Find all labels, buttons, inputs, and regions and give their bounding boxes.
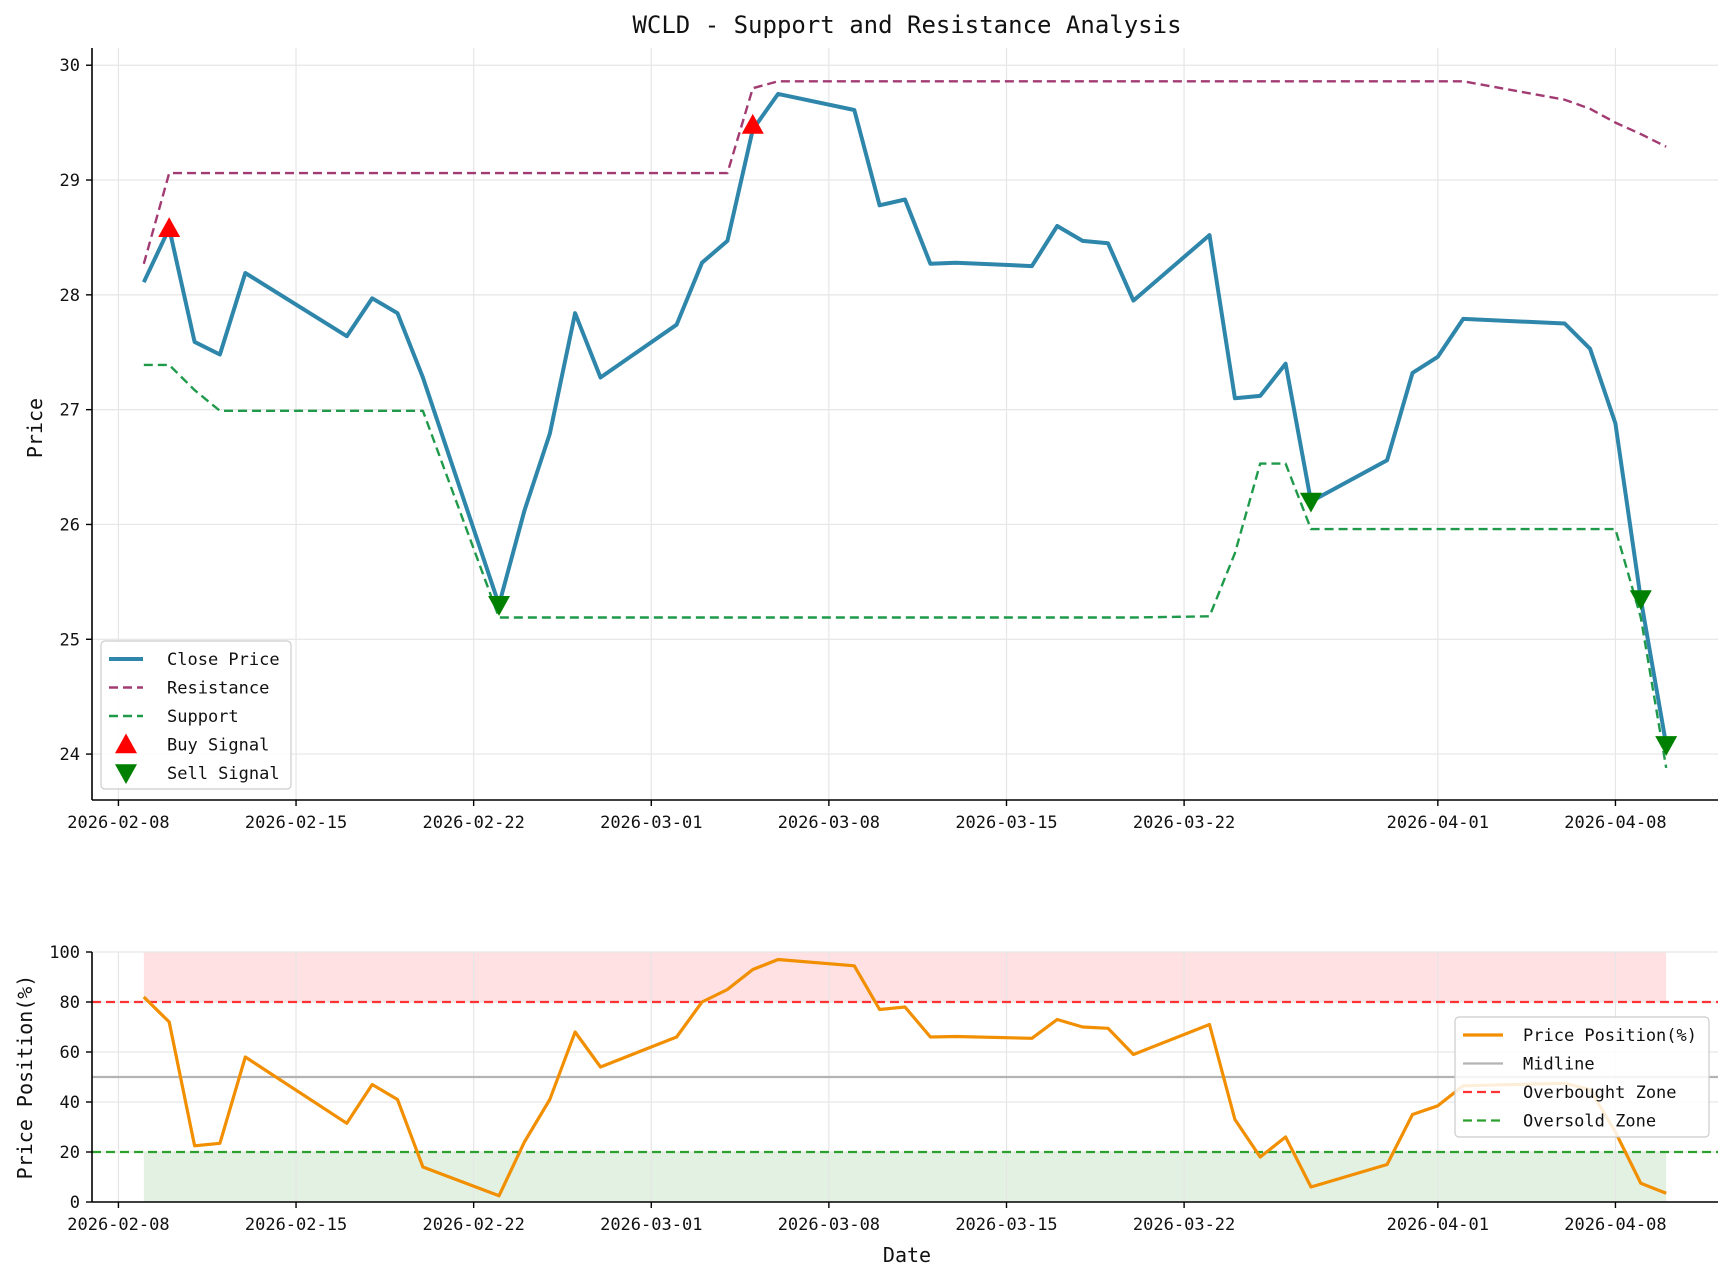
sell-signal-marker [488,596,511,616]
price-y-tick-label: 29 [60,171,80,191]
legend-swatch-buy [115,733,137,754]
price-legend-label: Support [167,707,239,727]
position-x-tick-label: 2026-04-08 [1564,1215,1666,1235]
price-x-tick-label: 2026-03-15 [955,813,1057,833]
position-x-tick-label: 2026-02-22 [422,1215,524,1235]
price-legend-label: Buy Signal [167,736,269,756]
price-x-tick-label: 2026-04-01 [1387,813,1489,833]
position-y-tick-label: 20 [60,1143,80,1163]
sell-signal-marker [1655,736,1678,756]
price-grid [92,48,1718,800]
sell-signal-marker [1299,492,1322,513]
position-series-lines [92,957,1718,1198]
price-x-tick-label: 2026-02-15 [245,813,347,833]
price-x-tick-label: 2026-04-08 [1564,813,1666,833]
price-y-tick-label: 27 [60,401,80,421]
price-x-tick-label: 2026-02-08 [67,813,169,833]
sell-signal-marker [1629,590,1652,611]
price-legend: Close Price Resistance Support Buy Signal Se… [100,640,292,790]
price-axes: 2026-02-08 2026-02-15 2026-02-22 2026-03-01… [60,48,1718,833]
price-legend-label: Resistance [167,679,269,699]
position-y-tick-label: 40 [60,1093,80,1113]
signal-markers [158,113,1678,756]
position-y-axis-title: Price Position(%) [13,975,37,1180]
oversold-band [143,1152,1667,1202]
price-y-axis-title: Price [23,398,47,458]
position-x-tick-label: 2026-04-01 [1387,1215,1489,1235]
price-y-tick-label: 28 [60,286,80,306]
price-legend-label: Sell Signal [167,764,280,784]
price-x-tick-label: 2026-02-22 [422,813,524,833]
position-legend-frame [1454,1016,1710,1138]
position-y-tick-label: 80 [60,993,80,1013]
price-panel: 2026-02-08 2026-02-15 2026-02-22 2026-03-01… [23,48,1718,833]
position-x-tick-label: 2026-03-15 [955,1215,1057,1235]
position-y-tick-label: 100 [49,943,80,963]
position-axes: 2026-02-08 2026-02-15 2026-02-22 2026-03-01… [49,943,1718,1235]
price-x-tick-label: 2026-03-22 [1133,813,1235,833]
price-y-tick-label: 24 [60,745,80,765]
overbought-band [143,952,1667,1002]
position-legend-label: Midline [1523,1055,1595,1075]
support-line [143,363,1668,769]
price-position-line [142,957,1667,1198]
price-legend-frame [100,640,292,790]
price-y-tick-label: 26 [60,515,80,535]
x-axis-title: Date [883,1243,931,1267]
position-x-tick-label: 2026-02-15 [245,1215,347,1235]
position-legend-label: Oversold Zone [1523,1112,1656,1132]
position-legend-label: Overbought Zone [1523,1083,1677,1103]
chart-title: WCLD - Support and Resistance Analysis [632,11,1181,39]
position-panel: 2026-02-08 2026-02-15 2026-02-22 2026-03-01… [13,943,1718,1267]
resistance-line [142,80,1667,265]
zone-bands [143,952,1667,1202]
price-series-lines [141,80,1669,769]
position-x-tick-label: 2026-02-08 [67,1215,169,1235]
position-x-tick-label: 2026-03-22 [1133,1215,1235,1235]
position-x-tick-label: 2026-03-08 [778,1215,880,1235]
legend-swatch-sell [115,764,137,784]
price-y-tick-label: 30 [60,56,80,76]
buy-signal-marker [158,217,181,238]
position-legend: Price Position(%) Midline Overbought Zone O… [1454,1016,1710,1138]
position-legend-label: Price Position(%) [1523,1026,1697,1046]
position-y-tick-label: 0 [70,1193,80,1213]
price-y-tick-label: 25 [60,630,80,650]
buy-signal-marker [741,113,764,134]
close-price-line [141,91,1669,746]
price-x-tick-label: 2026-03-08 [778,813,880,833]
position-y-tick-label: 60 [60,1043,80,1063]
price-x-tick-label: 2026-03-01 [600,813,702,833]
price-legend-label: Close Price [167,650,280,670]
position-x-tick-label: 2026-03-01 [600,1215,702,1235]
